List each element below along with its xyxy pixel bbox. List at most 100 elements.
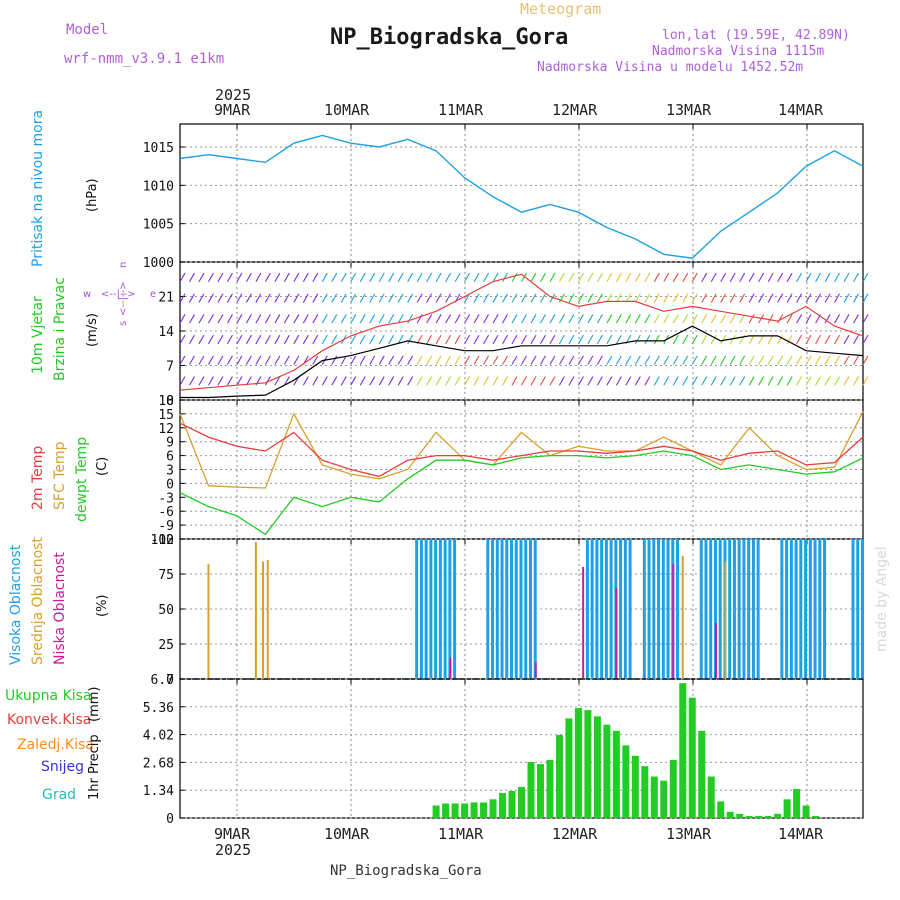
wind-barb-1-28 — [312, 355, 319, 365]
wind-barb-4-82 — [568, 293, 575, 303]
wind-barb-3-10 — [226, 314, 233, 324]
wind-barb-2-112 — [710, 334, 717, 345]
precip-legend-snow: Snijeg — [41, 759, 84, 775]
wind-barb-3-46 — [397, 314, 404, 324]
wind-speed-line — [180, 325, 864, 399]
wind-barb-0-98 — [644, 376, 651, 386]
wind-barb-0-74 — [530, 376, 537, 386]
wind-key-w: w — [83, 289, 91, 300]
wind-barb-4-88 — [596, 293, 603, 303]
wind-barb-5-138 — [834, 272, 841, 282]
wind-barb-3-40 — [369, 314, 376, 324]
wind-barb-1-108 — [691, 355, 698, 365]
wind-barb-2-30 — [321, 334, 328, 345]
wind-barb-3-56 — [445, 314, 452, 324]
wind-barb-4-24 — [293, 293, 300, 303]
precip-bar-27 — [688, 697, 696, 818]
station-title: NP_Biogradska_Gora — [330, 25, 568, 50]
y-tick-label-1-3: 21 — [158, 291, 174, 306]
wind-barb-1-78 — [549, 355, 556, 365]
wind-barb-5-66 — [492, 272, 499, 282]
wind-barb-4-134 — [815, 293, 822, 303]
wind-barb-3-78 — [549, 314, 556, 324]
precip-bar-28 — [698, 730, 706, 818]
wind-barb-2-48 — [407, 334, 414, 345]
wind-barb-5-80 — [558, 272, 565, 282]
wind-barb-4-124 — [767, 293, 774, 303]
wind-barb-2-130 — [796, 334, 803, 345]
precip-bar-30 — [717, 801, 725, 818]
pressure-unit: (hPa) — [85, 178, 100, 212]
high-cloud-bar-3-101 — [657, 539, 661, 679]
wind-barb-2-76 — [539, 334, 546, 345]
wind-barb-5-12 — [236, 272, 243, 282]
precip-legend-total: Ukupna Kisa — [5, 688, 92, 704]
wind-barb-5-52 — [426, 272, 433, 282]
wind-barb-4-16 — [255, 293, 262, 303]
mid-cloud-bar-4 — [681, 555, 684, 679]
y-tick-label-0-2: 1010 — [143, 179, 174, 194]
wind-barb-2-44 — [388, 334, 395, 345]
precip-bar-40 — [812, 815, 820, 818]
wind-barb-0-138 — [834, 376, 841, 386]
wind-barb-5-124 — [767, 272, 774, 282]
precip-bar-32 — [736, 813, 744, 818]
wind-barb-0-90 — [606, 376, 613, 386]
y-tick-label-2-9: 15 — [158, 408, 174, 423]
wind-barb-2-90 — [606, 334, 613, 345]
wind-barb-1-112 — [710, 355, 717, 365]
wind-barb-2-10 — [226, 334, 233, 345]
elevation-text: Nadmorska Visina 1115m — [652, 44, 824, 59]
wind-barb-5-94 — [625, 272, 632, 282]
wind-barb-0-100 — [653, 376, 660, 386]
wind-barb-0-6 — [207, 376, 214, 386]
wind-barb-1-92 — [615, 355, 622, 365]
wind-barb-1-66 — [492, 355, 499, 365]
wind-barb-1-24 — [293, 355, 300, 365]
wind-barb-1-96 — [634, 355, 641, 365]
wind-barb-0-132 — [805, 376, 812, 386]
wind-barb-4-96 — [634, 293, 641, 303]
wind-barb-1-32 — [331, 355, 338, 365]
high-cloud-bar-4-117 — [732, 539, 736, 679]
wind-barb-1-142 — [853, 355, 859, 365]
wind-barb-4-130 — [796, 293, 803, 303]
wind-barb-5-84 — [577, 272, 584, 282]
sfc-temp-line — [179, 411, 864, 489]
precip-bar-26 — [679, 683, 687, 818]
high-cloud-bar-5-133 — [808, 539, 812, 679]
wind-barb-2-4 — [198, 334, 205, 345]
wind-barb-0-78 — [549, 376, 556, 386]
wind-barb-3-14 — [245, 314, 252, 324]
wind-barb-3-126 — [777, 314, 784, 324]
dewpoint-line — [179, 450, 864, 536]
wind-barb-0-10 — [226, 376, 233, 386]
high-cloud-bar-0-54 — [434, 539, 438, 679]
wind-barb-5-118 — [739, 272, 746, 282]
wind-barb-3-70 — [511, 314, 518, 324]
high-cloud-bar-2-90 — [604, 539, 608, 679]
wind-barb-3-4 — [198, 314, 205, 324]
wind-key-s: s — [118, 321, 129, 326]
wind-barb-4-72 — [521, 293, 527, 303]
wind-barb-4-98 — [644, 293, 651, 303]
wind-barb-4-66 — [492, 293, 499, 303]
y-tick-label-3-3: 75 — [158, 568, 174, 583]
high-cloud-bar-0-51 — [419, 539, 423, 679]
high-cloud-bar-1-71 — [514, 539, 518, 679]
precip-bar-39 — [802, 805, 810, 818]
wind-barb-4-122 — [758, 293, 765, 303]
wind-barb-2-138 — [834, 334, 841, 345]
wind-barb-5-54 — [435, 272, 442, 282]
high-cloud-bar-3-100 — [652, 539, 656, 679]
wind-barb-3-136 — [824, 314, 831, 324]
precip-bar-3 — [461, 803, 469, 818]
wind-barb-3-26 — [302, 314, 309, 324]
wind-barb-0-42 — [378, 376, 385, 386]
wind-barb-3-42 — [378, 314, 385, 324]
wind-barb-1-16 — [255, 355, 262, 365]
y-tick-label-0-1: 1005 — [143, 218, 174, 233]
wind-barb-1-50 — [416, 355, 423, 365]
wind-barb-2-14 — [245, 334, 252, 345]
wind-barb-2-132 — [805, 334, 812, 345]
